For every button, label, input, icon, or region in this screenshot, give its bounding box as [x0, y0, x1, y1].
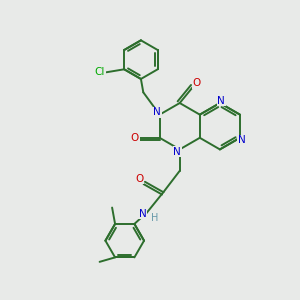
Text: Cl: Cl [94, 67, 105, 77]
Text: O: O [136, 174, 144, 184]
Text: H: H [151, 213, 158, 223]
Text: N: N [153, 107, 161, 117]
Text: N: N [139, 209, 146, 219]
Text: O: O [131, 133, 139, 143]
Text: O: O [193, 78, 201, 88]
Text: N: N [238, 135, 245, 145]
Text: N: N [218, 96, 225, 106]
Text: N: N [173, 147, 181, 157]
